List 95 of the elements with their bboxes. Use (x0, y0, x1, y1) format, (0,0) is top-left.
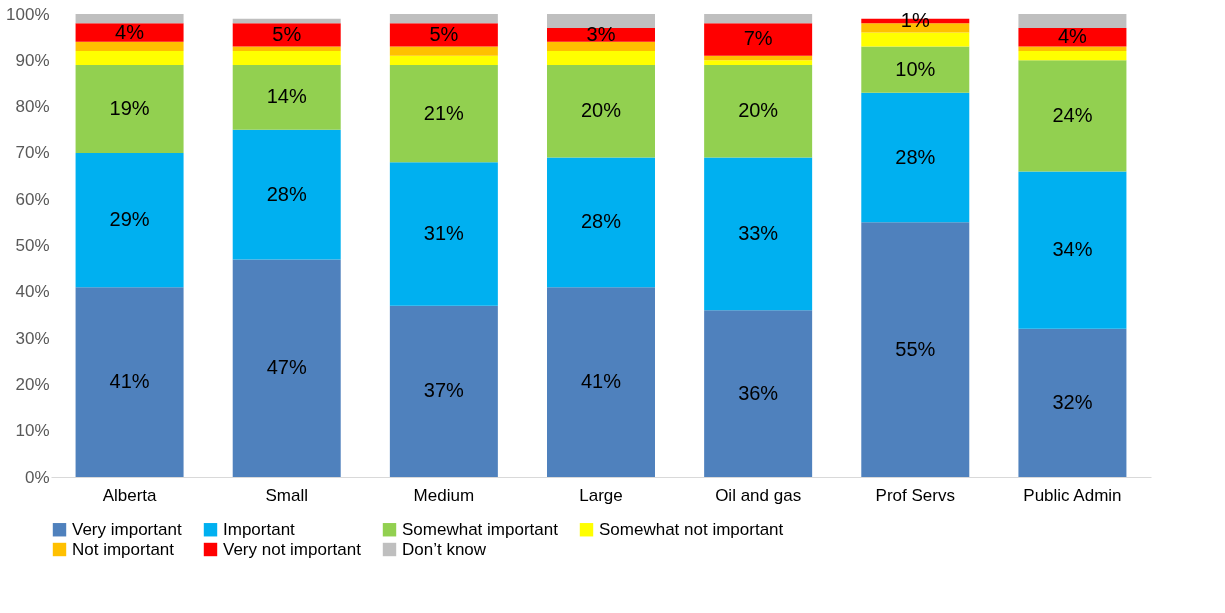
bar (547, 51, 655, 65)
y-tick-label: 40% (15, 282, 50, 302)
bar (232, 23, 341, 47)
data-label: 20% (738, 99, 779, 122)
bar (389, 162, 498, 306)
data-label: 41% (109, 370, 150, 393)
data-label: 5% (272, 22, 302, 45)
legend-label: Somewhat not important (599, 519, 784, 539)
bar (389, 14, 498, 24)
bar (861, 222, 970, 477)
bar (232, 64, 341, 130)
data-label: 33% (738, 221, 779, 244)
bar (704, 157, 813, 311)
bar (1018, 60, 1127, 172)
data-label: 37% (423, 379, 465, 402)
bar (389, 46, 498, 56)
data-label: 5% (429, 22, 459, 45)
bar (389, 64, 498, 163)
bar (75, 152, 184, 288)
bar (547, 64, 655, 158)
x-tick-label: Public Admin (1023, 485, 1122, 505)
y-tick-label: 60% (15, 189, 50, 209)
bar (704, 60, 813, 65)
y-tick-label: 100% (6, 4, 50, 24)
bar (1018, 14, 1127, 28)
data-label: 55% (895, 337, 936, 360)
data-label: 4% (1057, 25, 1088, 48)
bar (75, 41, 184, 52)
bar (861, 92, 970, 223)
bar (861, 32, 970, 47)
x-tick-label: Large (579, 485, 623, 505)
data-label: 7% (743, 27, 773, 50)
legend-label: Somewhat important (402, 519, 559, 539)
data-label: 21% (423, 101, 465, 124)
y-tick-label: 80% (15, 97, 50, 117)
bar (75, 64, 184, 153)
data-label: 20% (580, 99, 622, 122)
bar (389, 23, 498, 47)
data-label: 29% (109, 208, 150, 231)
bar (75, 287, 184, 477)
data-label: 10% (895, 57, 936, 80)
data-label: 41% (580, 370, 622, 393)
y-tick-label: 70% (15, 143, 50, 163)
legend-label: Don’t know (402, 539, 487, 559)
data-label: 24% (1052, 103, 1093, 126)
data-label: 1% (900, 8, 930, 31)
data-label: 34% (1052, 238, 1093, 261)
legend-label: Important (223, 519, 296, 539)
bar (1018, 51, 1127, 61)
data-label: 28% (895, 145, 936, 168)
bar (704, 23, 813, 56)
y-tick-label: 10% (15, 421, 50, 441)
bar (75, 51, 184, 65)
bar (232, 46, 341, 52)
bar (547, 14, 655, 28)
data-label: 14% (266, 85, 307, 108)
data-label: 28% (266, 182, 307, 205)
bar (704, 64, 813, 158)
y-tick-label: 0% (24, 467, 50, 487)
data-label: 32% (1052, 390, 1093, 413)
data-label: 28% (580, 210, 622, 233)
bar (547, 157, 655, 288)
bar (1018, 328, 1127, 477)
bar (232, 259, 341, 477)
x-tick-label: Oil and gas (715, 485, 802, 505)
x-tick-label: Small (265, 485, 308, 505)
bar (389, 305, 498, 477)
bar (389, 55, 498, 65)
bar (1018, 46, 1127, 52)
bar (75, 14, 184, 24)
x-tick-label: Alberta (102, 485, 158, 505)
bar (547, 287, 655, 477)
data-label: 19% (109, 96, 150, 119)
data-label: 36% (738, 381, 779, 404)
data-label: 47% (266, 356, 307, 379)
legend-label: Very not important (223, 539, 362, 559)
y-tick-label: 90% (15, 50, 50, 70)
bar (232, 129, 341, 260)
bar (704, 310, 813, 477)
data-label: 31% (423, 221, 465, 244)
x-tick-label: Prof Servs (875, 485, 955, 505)
legend-label: Not important (72, 539, 175, 559)
bar (547, 41, 655, 52)
bar (704, 14, 813, 24)
bar (232, 51, 341, 65)
data-label: 3% (586, 22, 616, 45)
legend-label: Very important (72, 519, 182, 539)
y-tick-label: 20% (15, 374, 50, 394)
bar (1018, 171, 1127, 329)
x-tick-label: Medium (413, 485, 475, 505)
data-label: 4% (115, 20, 145, 43)
bar (861, 46, 970, 93)
bar (75, 23, 184, 42)
y-tick-label: 30% (15, 328, 50, 348)
y-tick-label: 50% (15, 236, 50, 255)
